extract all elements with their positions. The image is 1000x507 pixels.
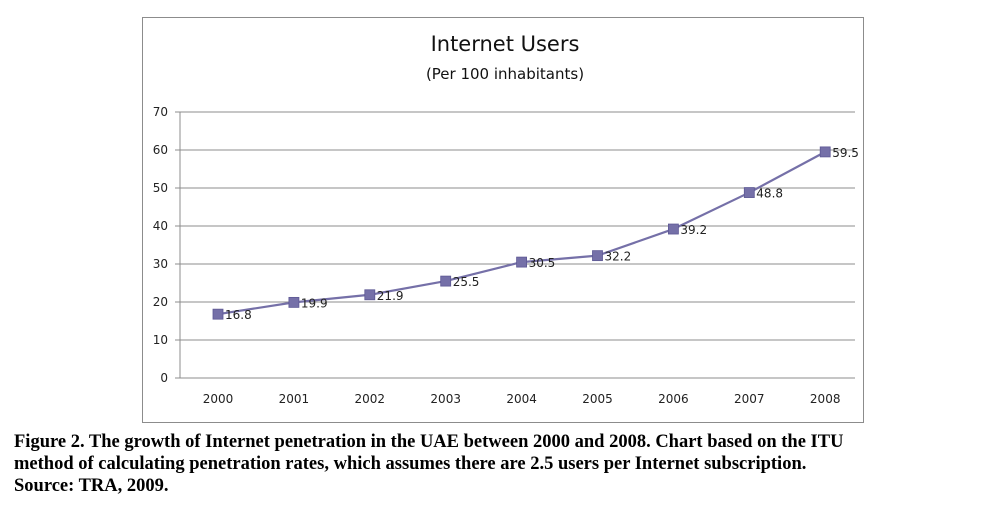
data-point-marker [516,256,528,268]
y-tick-label: 60 [153,143,168,157]
y-tick-label: 70 [153,105,168,119]
data-point-marker [212,308,224,320]
data-label: 32.2 [605,250,632,264]
x-tick-label: 2005 [582,392,613,406]
y-tick-label: 10 [153,333,168,347]
data-label: 48.8 [756,187,783,201]
chart-subtitle: (Per 100 inhabitants) [426,65,584,83]
data-label: 30.5 [529,256,556,270]
y-axis-ticks: 0 10 20 30 40 50 60 70 [153,105,180,385]
chart-title: Internet Users [431,32,580,56]
chart-canvas: Internet Users (Per 100 inhabitants) 0 10… [153,32,859,406]
x-tick-label: 2007 [734,392,765,406]
data-labels: 16.8 19.9 21.9 25.5 30.5 32.2 39.2 48.8 59.5 [225,146,859,322]
x-tick-label: 2004 [506,392,537,406]
data-point-marker [743,187,755,198]
x-tick-label: 2001 [279,392,310,406]
chart-frame: Internet Users (Per 100 inhabitants) 0 10… [142,17,864,423]
data-label: 16.8 [225,308,252,322]
y-tick-label: 20 [153,295,168,309]
x-tick-label: 2003 [430,392,461,406]
series-internet-users [212,146,831,320]
y-tick-label: 40 [153,219,168,233]
figure-caption: Figure 2. The growth of Internet penetra… [14,431,994,497]
data-label: 25.5 [453,275,480,289]
gridlines [179,111,855,379]
x-tick-label: 2006 [658,392,689,406]
data-point-marker [288,296,300,308]
series-line [217,150,826,316]
data-point-marker [440,275,452,287]
caption-line-2: method of calculating penetration rates,… [14,454,807,474]
data-point-marker [668,223,679,235]
data-point-marker [364,289,376,301]
data-point-marker [819,146,831,158]
caption-line-3: Source: TRA, 2009. [14,476,169,496]
x-tick-label: 2002 [355,392,386,406]
x-axis-ticks: 2000 2001 2002 2003 2004 2005 2006 2007 2008 [203,392,841,406]
data-label: 19.9 [301,296,328,310]
y-tick-label: 0 [160,371,168,385]
data-label: 39.2 [680,223,707,237]
x-tick-label: 2000 [203,392,234,406]
caption-line-1: Figure 2. The growth of Internet penetra… [14,432,844,452]
data-label: 21.9 [377,289,404,303]
x-tick-label: 2008 [810,392,841,406]
y-tick-label: 30 [153,257,168,271]
y-tick-label: 50 [153,181,168,195]
data-label: 59.5 [832,146,859,160]
data-point-marker [592,250,603,262]
